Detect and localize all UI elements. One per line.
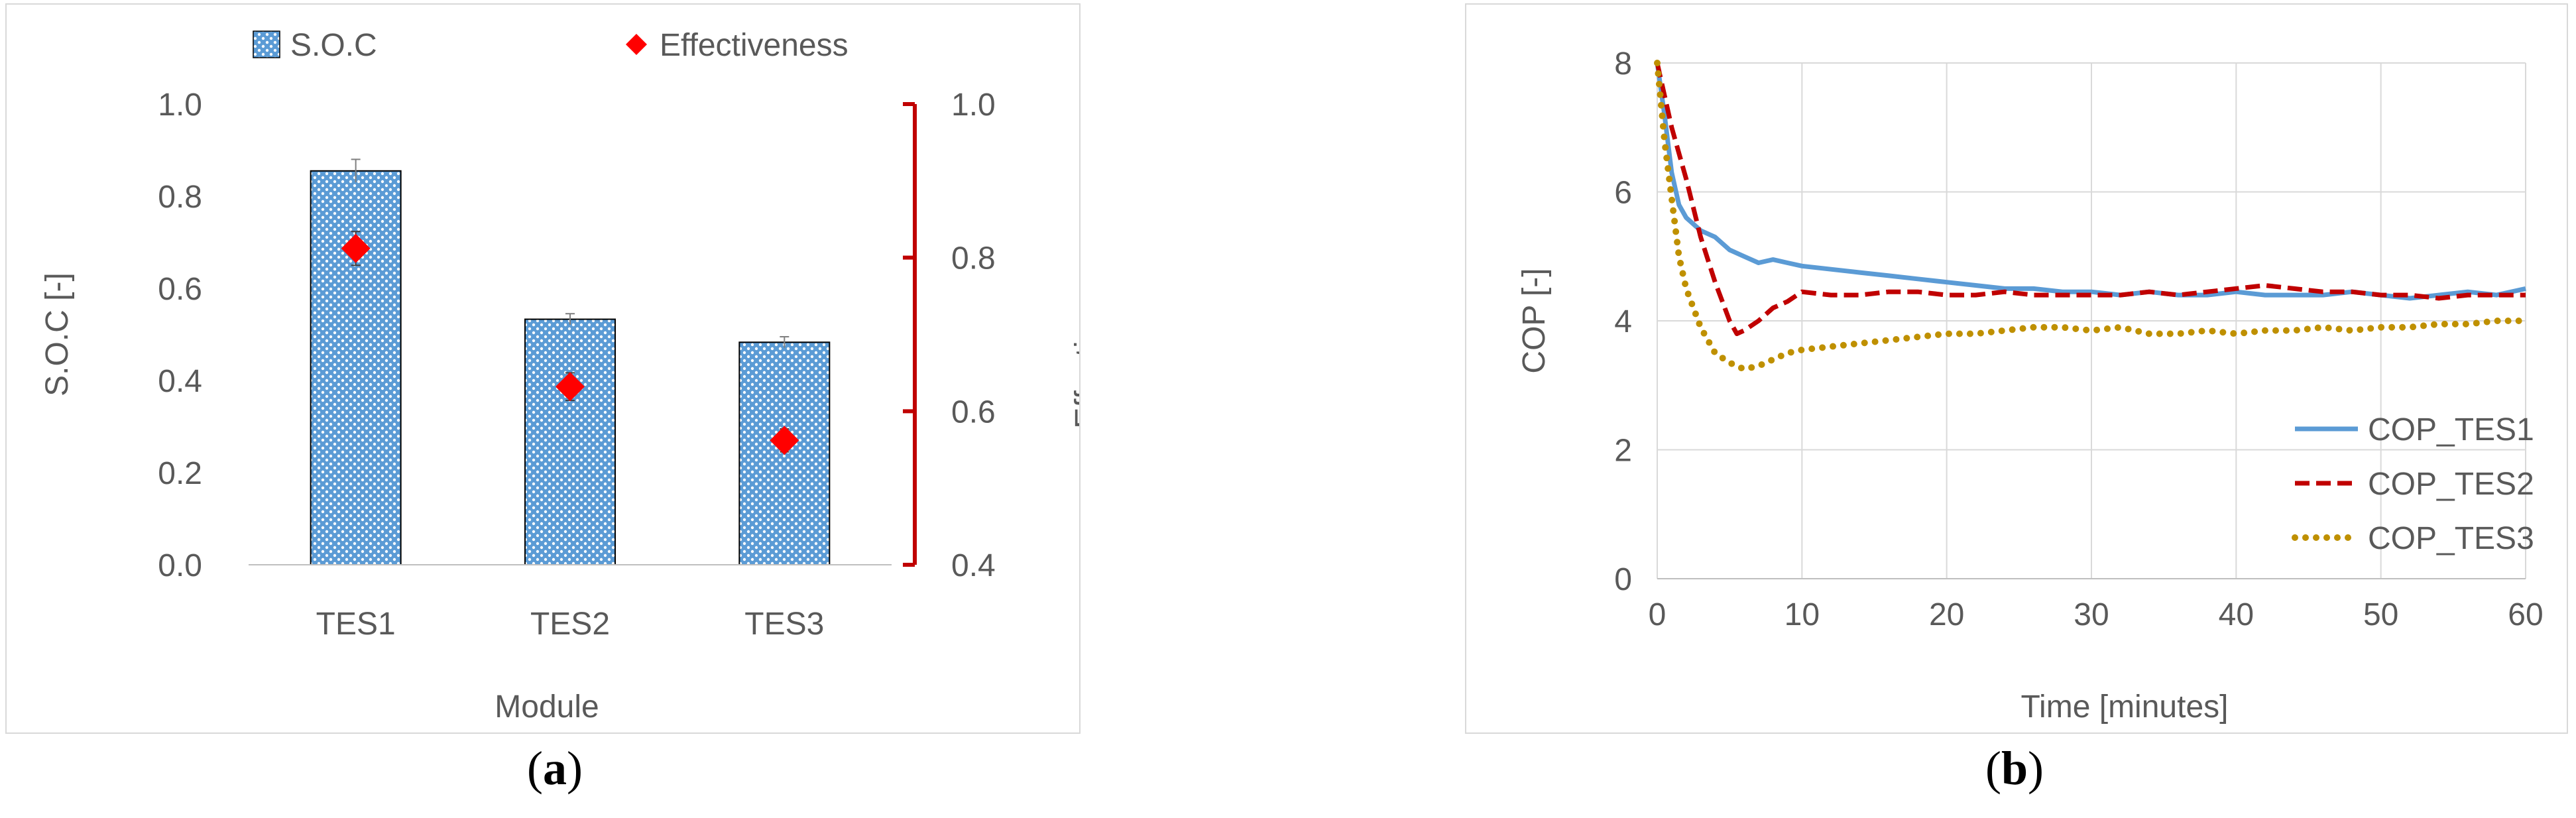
chart-a-panel: TES1 TES2 TES3 0.0 0.2 0.4 0.6 0.8 1.0 0.4 0.6 0.8 1…: [5, 3, 1104, 734]
ytick-right-0.6: 0.6: [951, 394, 996, 430]
ytick-left-0.6: 0.6: [158, 272, 202, 307]
legend-label-cop-tes2: COP_TES2: [2368, 467, 2534, 502]
xtick-30: 30: [2074, 597, 2109, 632]
xtick-40: 40: [2219, 597, 2254, 632]
legend-swatch-effectiveness: [626, 34, 647, 55]
ytick-right-0.8: 0.8: [951, 241, 996, 276]
ylabel: COP [-]: [1517, 268, 1552, 373]
ytick-left-0.4: 0.4: [158, 364, 202, 399]
chart-a: TES1 TES2 TES3 0.0 0.2 0.4 0.6 0.8 1.0 0.4 0.6 0.8 1…: [40, 28, 1104, 725]
ytick-6: 6: [1614, 176, 1632, 211]
marker-effectiveness-tes1: [341, 233, 371, 263]
series-line-cop-tes3: [1654, 60, 2529, 373]
ytick-right-1.0: 1.0: [951, 88, 996, 123]
ytick-left-0.2: 0.2: [158, 456, 202, 491]
legend-label-cop-tes1: COP_TES1: [2368, 412, 2534, 447]
bar-soc-tes2: [524, 318, 616, 565]
legend-swatch-soc: [253, 30, 280, 58]
xlabel: Time [minutes]: [2021, 689, 2229, 725]
legend-label-effectiveness: Effectiveness: [660, 28, 849, 63]
ytick-left-1.0: 1.0: [158, 88, 202, 123]
marker-effectiveness-tes3: [770, 426, 799, 455]
ytick-left-0.8: 0.8: [158, 180, 202, 215]
xtick-60: 60: [2508, 597, 2543, 632]
ytick-0: 0: [1614, 562, 1632, 597]
chart-b-panel: 0 2 4 6 8 0 10 20 30 40 50 60 COP [-] Time [minutes] …: [1465, 3, 2568, 734]
xtick-20: 20: [1929, 597, 1964, 632]
caption-b: (b): [1985, 742, 2044, 795]
xtick-tes3: TES3: [744, 607, 824, 642]
ylabel-right: Effectiveness: [1069, 240, 1079, 429]
caption-a: (a): [527, 742, 583, 795]
legend-label-soc: S.O.C: [290, 28, 377, 63]
xtick-10: 10: [1785, 597, 1820, 632]
legend-label-cop-tes3: COP_TES3: [2368, 521, 2534, 556]
ytick-4: 4: [1614, 304, 1632, 339]
ytick-left-0.0: 0.0: [158, 548, 202, 583]
ytick-2: 2: [1614, 434, 1632, 469]
bar-soc-tes1: [310, 170, 402, 565]
xtick-tes2: TES2: [530, 607, 610, 642]
xtick-0: 0: [1649, 597, 1667, 632]
series-line-cop-tes1: [1655, 62, 2526, 301]
xtick-tes1: TES1: [316, 607, 396, 642]
xtick-50: 50: [2363, 597, 2398, 632]
ytick-8: 8: [1614, 46, 1632, 82]
marker-effectiveness-tes2: [556, 372, 585, 402]
xlabel: Module: [495, 689, 599, 725]
ylabel-left: S.O.C [-]: [40, 272, 75, 396]
ytick-right-0.4: 0.4: [951, 548, 996, 583]
